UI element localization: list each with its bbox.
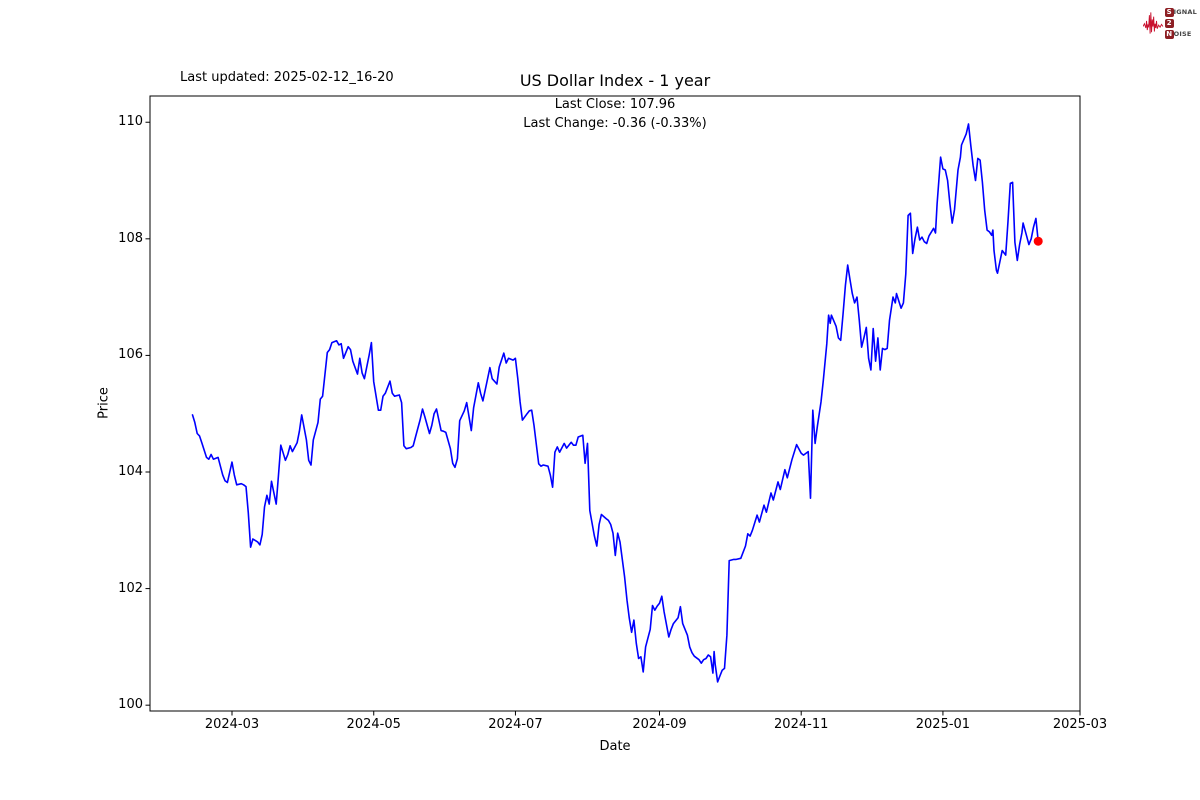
tick-marks (145, 121, 1081, 716)
last-updated-text: Last updated: 2025-02-12_16-20 (180, 70, 394, 85)
last-close-marker (1033, 236, 1043, 246)
x-tick-label: 2025-01 (915, 717, 971, 732)
y-tick-label: 108 (118, 230, 143, 246)
logo-rest-ignal: IGNAL (1173, 7, 1197, 16)
last-change-annotation: Last Change: -0.36 (-0.33%) (523, 116, 707, 131)
y-tick-label: 102 (118, 580, 143, 596)
logo-box-2: 2 (1164, 18, 1174, 28)
logo-row-noise: N OISE (1164, 29, 1197, 39)
logo-row-2: 2 (1164, 18, 1197, 28)
x-tick-label: 2024-03 (204, 717, 260, 732)
logo-box-s: S (1164, 7, 1174, 17)
plot-border (149, 95, 1081, 712)
y-tick-label: 104 (118, 463, 143, 479)
logo-row-signal: S IGNAL (1164, 7, 1197, 17)
x-tick-label: 2024-05 (346, 717, 401, 732)
y-tick-label: 100 (118, 697, 143, 713)
page-title: US Dollar Index - 1 year (519, 71, 711, 90)
logo-waveform-icon (1143, 12, 1164, 34)
y-tick-label: 110 (118, 114, 143, 130)
signal2noise-logo: S IGNAL 2 N OISE (1143, 4, 1197, 42)
price-line (191, 123, 1039, 683)
x-axis-label: Date (599, 739, 631, 754)
logo-text: S IGNAL 2 N OISE (1164, 7, 1197, 39)
last-close-annotation: Last Close: 107.96 (554, 97, 676, 112)
y-tick-label: 106 (118, 347, 143, 363)
logo-rest-oise: OISE (1173, 29, 1192, 38)
x-tick-label: 2024-09 (632, 717, 687, 732)
y-axis-label: Price (96, 387, 112, 419)
x-tick-label: 2024-11 (774, 717, 829, 732)
logo-box-n: N (1164, 29, 1174, 39)
x-tick-label: 2025-03 (1052, 717, 1108, 732)
x-tick-label: 2024-07 (488, 717, 543, 732)
